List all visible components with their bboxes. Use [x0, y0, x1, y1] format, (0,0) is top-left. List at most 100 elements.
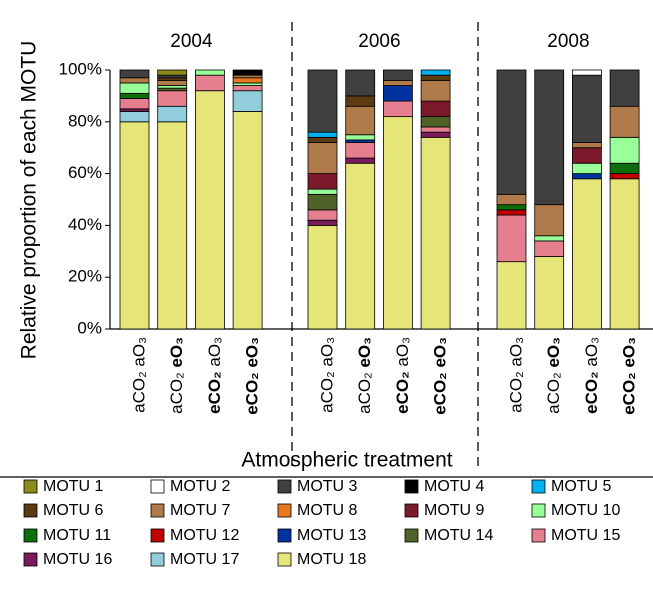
- bar-segment: [496, 214, 527, 263]
- bar-segment: [572, 147, 602, 164]
- label-part: eCO₂: [582, 371, 601, 414]
- legend-swatch: [404, 479, 419, 494]
- label-part: aO₃: [582, 337, 601, 371]
- label-part: eCO₂: [243, 372, 262, 415]
- legend-swatch: [150, 552, 165, 567]
- x-tick-label: aCO₂ eO₃: [356, 337, 375, 414]
- x-tick-label: aCO₂ eO₃: [545, 337, 564, 414]
- bar-segment: [572, 69, 602, 76]
- legend-label: MOTU 8: [297, 502, 358, 519]
- bar-segment: [345, 157, 376, 164]
- bar-segment: [420, 74, 451, 81]
- label-part: aCO₂: [507, 371, 526, 413]
- legend-label: MOTU 10: [551, 502, 620, 519]
- legend-swatch: [277, 503, 292, 518]
- y-tick-label: 100%: [59, 59, 102, 78]
- legend-label: MOTU 3: [297, 478, 358, 495]
- bar-segment: [307, 224, 338, 330]
- label-part: aCO₂: [130, 371, 149, 413]
- bar-segment: [345, 134, 376, 141]
- legend-label: MOTU 2: [170, 478, 231, 495]
- bar-segment: [345, 95, 376, 107]
- bar-segment: [609, 69, 640, 107]
- bar-segment: [534, 256, 565, 330]
- bar-segment: [307, 142, 338, 175]
- panel-title: 2008: [547, 31, 589, 52]
- bar-segment: [609, 173, 640, 180]
- bar-segment: [345, 69, 376, 97]
- y-tick-label: 20%: [68, 267, 102, 286]
- bar-segment: [307, 136, 338, 143]
- x-axis-label: Atmospheric treatment: [241, 449, 452, 472]
- bar-segment: [307, 209, 338, 221]
- bar-segment: [119, 98, 150, 110]
- panel-title: 2006: [358, 31, 400, 52]
- bar-segment: [194, 74, 225, 92]
- label-part: aO₃: [318, 337, 337, 371]
- x-tick-label: aCO₂ eO₃: [168, 337, 187, 414]
- bar-segment: [496, 209, 527, 216]
- legend-swatch: [404, 528, 419, 543]
- x-tick-label: eCO₂ eO₃: [243, 337, 262, 415]
- legend-swatch: [23, 528, 38, 543]
- x-tick-label: eCO₂ aO₃: [582, 337, 601, 414]
- legend-label: MOTU 5: [551, 478, 612, 495]
- label-part: eCO₂: [393, 371, 412, 414]
- legend-label: MOTU 9: [424, 502, 485, 519]
- label-part: aCO₂: [356, 372, 375, 414]
- bar-segment: [609, 178, 640, 330]
- bar-segment: [420, 136, 451, 330]
- bar-segment: [572, 142, 602, 149]
- y-tick-label: 0%: [77, 318, 102, 337]
- bar-segment: [119, 121, 150, 330]
- bar-segment: [382, 116, 413, 330]
- legend-label: MOTU 7: [170, 502, 231, 519]
- bar-segment: [307, 69, 338, 133]
- bar-segment: [307, 173, 338, 190]
- bar-segment: [420, 131, 451, 138]
- bar-segment: [534, 240, 565, 257]
- bar-segment: [420, 126, 451, 133]
- x-tick-label: eCO₂ eO₃: [620, 337, 639, 415]
- legend-label: MOTU 6: [43, 502, 104, 519]
- bar-segment: [119, 111, 150, 123]
- bar-segment: [307, 193, 338, 211]
- bar-segment: [609, 136, 640, 164]
- label-part: aO₃: [205, 337, 224, 371]
- bar-segment: [382, 69, 413, 81]
- legend-swatch: [531, 528, 546, 543]
- legend-swatch: [277, 552, 292, 567]
- x-tick-label: aCO₂ aO₃: [130, 337, 149, 413]
- bar-segment: [194, 69, 225, 76]
- bar-segment: [534, 69, 565, 206]
- legend-label: MOTU 16: [43, 551, 112, 568]
- bar-segment: [496, 193, 527, 206]
- bar-segment: [420, 69, 451, 76]
- legend-swatch: [531, 479, 546, 494]
- bar-segment: [119, 82, 150, 94]
- bar-segment: [572, 178, 602, 330]
- legend-swatch: [150, 503, 165, 518]
- legend-label: MOTU 1: [43, 478, 104, 495]
- bar-segment: [572, 162, 602, 175]
- bar-segment: [609, 105, 640, 138]
- panel-title: 2004: [170, 31, 213, 52]
- bar-segment: [572, 173, 602, 180]
- bar-segment: [232, 90, 263, 112]
- bar-segment: [345, 142, 376, 159]
- bar-segment: [496, 261, 527, 330]
- label-part: eCO₂: [620, 372, 639, 415]
- bar-segment: [232, 111, 263, 330]
- bar-segment: [382, 79, 413, 86]
- label-part: aCO₂: [318, 371, 337, 413]
- legend-label: MOTU 17: [170, 551, 239, 568]
- legend-label: MOTU 18: [297, 551, 366, 568]
- bar-segment: [157, 79, 188, 86]
- bar-segment: [345, 105, 376, 136]
- bar-segment: [382, 85, 413, 102]
- label-part: eO₃: [545, 337, 564, 372]
- legend-swatch: [150, 479, 165, 494]
- label-part: eO₃: [168, 337, 187, 372]
- legend-label: MOTU 12: [170, 527, 239, 544]
- label-part: eO₃: [431, 337, 450, 372]
